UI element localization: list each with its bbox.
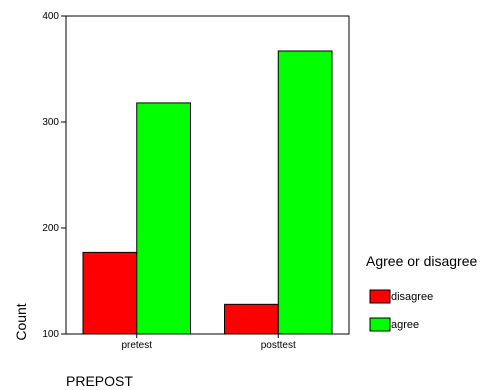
legend-title: Agree or disagree: [366, 253, 478, 269]
y-tick-label: 200: [42, 223, 59, 234]
x-tick-label: posttest: [261, 340, 296, 351]
legend-swatch-disagree: [369, 289, 391, 304]
legend-label-disagree: disagree: [391, 291, 433, 303]
bar-disagree-pretest: [82, 251, 138, 335]
x-axis-title: PREPOST: [66, 373, 133, 389]
legend-label-agree: agree: [391, 319, 419, 331]
bars-group: [82, 50, 333, 335]
y-axis-title: Count: [13, 303, 29, 340]
bar-agree-posttest: [277, 50, 333, 335]
x-axis: pretest posttest: [121, 334, 296, 351]
legend: Agree or disagree disagree agree: [366, 253, 478, 332]
y-tick-label: 400: [42, 11, 59, 22]
bar-disagree-posttest: [224, 303, 279, 335]
legend-swatch-agree: [369, 317, 391, 332]
x-tick-label: pretest: [121, 340, 152, 351]
y-axis: 100 200 300 400: [42, 11, 66, 340]
plot-frame: [65, 15, 350, 335]
bar-agree-pretest: [136, 102, 191, 335]
y-tick-label: 100: [42, 329, 59, 340]
y-tick-label: 300: [42, 117, 59, 128]
